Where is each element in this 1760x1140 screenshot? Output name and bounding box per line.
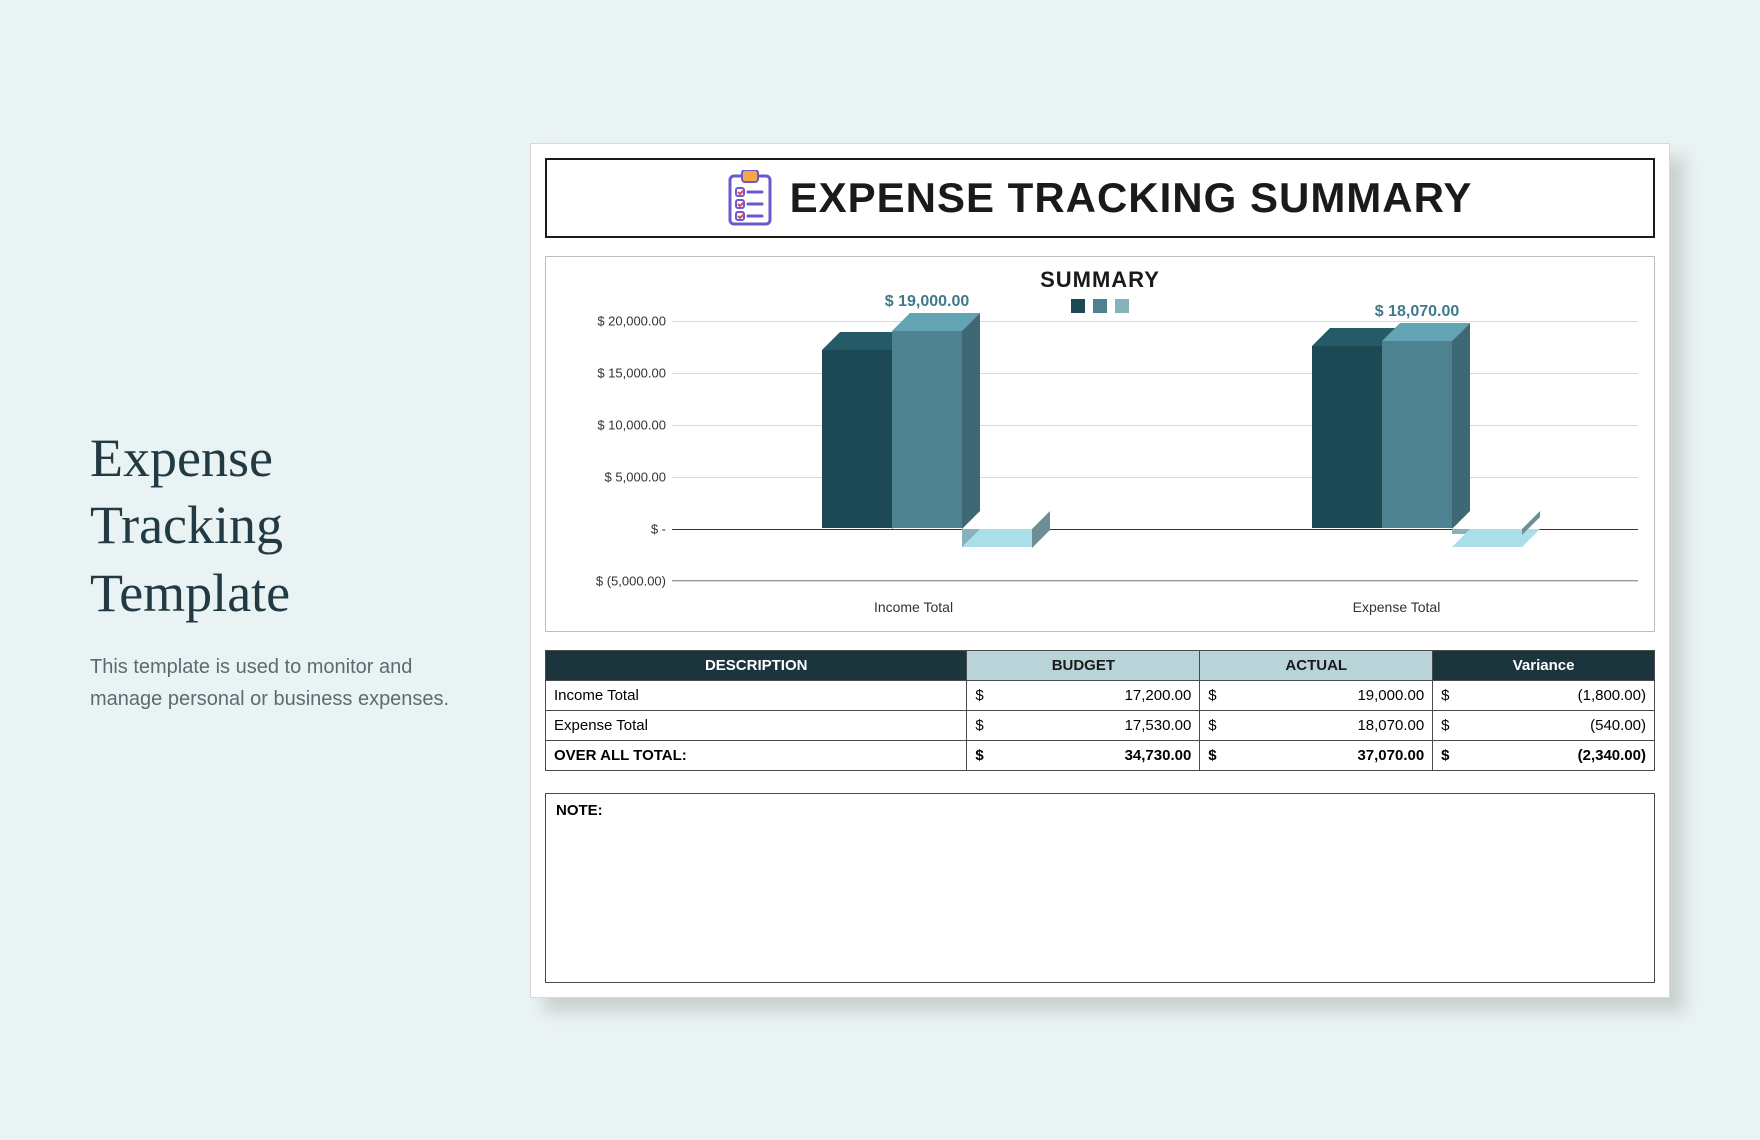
chart-bar [1312,346,1382,528]
page-description: This template is used to monitor and man… [90,651,490,715]
spreadsheet-preview: EXPENSE TRACKING SUMMARY SUMMARY $ (5,00… [530,143,1670,998]
y-tick-label: $ 15,000.00 [597,365,666,380]
cell-budget: $17,530.00 [967,710,1200,740]
table-row: Income Total$17,200.00$19,000.00$(1,800.… [546,680,1655,710]
gridline [672,477,1638,478]
y-tick-label: $ 10,000.00 [597,417,666,432]
title-line: Template [90,563,290,623]
sheet-header-title: EXPENSE TRACKING SUMMARY [790,174,1473,222]
chart-bar-side [1452,323,1470,529]
chart-bar [892,331,962,529]
cell-budget: $34,730.00 [967,740,1200,770]
legend-swatch [1071,299,1085,313]
chart-bar-side [962,313,980,529]
summary-chart: SUMMARY $ (5,000.00) $ - $ 5,000.00 $ 10,00… [545,256,1655,632]
cell-description: OVER ALL TOTAL: [546,740,967,770]
y-tick-label: $ 20,000.00 [597,313,666,328]
cell-actual: $19,000.00 [1200,680,1433,710]
chart-value-label: $ 18,070.00 [1375,303,1460,321]
cell-variance: $(2,340.00) [1433,740,1655,770]
legend-swatch [1093,299,1107,313]
cell-variance: $(540.00) [1433,710,1655,740]
y-tick-label: $ (5,000.00) [596,573,666,588]
col-variance: Variance [1433,650,1655,680]
chart-y-axis: $ (5,000.00)$ -$ 5,000.00$ 10,000.00$ 15… [562,321,672,581]
note-section: NOTE: [545,793,1655,983]
chart-value-label: $ 19,000.00 [885,293,970,311]
cell-variance: $(1,800.00) [1433,680,1655,710]
chart-plot-area: $ (5,000.00)$ -$ 5,000.00$ 10,000.00$ 15… [562,321,1638,581]
y-tick-label: $ - [651,521,666,536]
chart-plot: $ 19,000.00$ 18,070.00 [672,321,1638,581]
left-panel: Expense Tracking Template This template … [0,425,520,716]
col-budget: BUDGET [967,650,1200,680]
chart-title: SUMMARY [562,267,1638,293]
x-tick-label: Income Total [672,599,1155,615]
clipboard-icon [728,170,772,226]
summary-table: DESCRIPTION BUDGET ACTUAL Variance Incom… [545,650,1655,771]
gridline [672,425,1638,426]
cell-actual: $18,070.00 [1200,710,1433,740]
table-total-row: OVER ALL TOTAL:$34,730.00$37,070.00$(2,3… [546,740,1655,770]
cell-actual: $37,070.00 [1200,740,1433,770]
col-actual: ACTUAL [1200,650,1433,680]
col-description: DESCRIPTION [546,650,967,680]
gridline [672,373,1638,374]
gridline [672,581,1638,582]
table-row: Expense Total$17,530.00$18,070.00$(540.0… [546,710,1655,740]
cell-description: Expense Total [546,710,967,740]
title-line: Expense [90,428,273,488]
chart-x-axis: Income TotalExpense Total [672,599,1638,615]
chart-legend [562,299,1638,313]
legend-swatch [1115,299,1129,313]
x-tick-label: Expense Total [1155,599,1638,615]
chart-bar [1382,341,1452,529]
spreadsheet-sheet: EXPENSE TRACKING SUMMARY SUMMARY $ (5,00… [530,143,1670,998]
table-header-row: DESCRIPTION BUDGET ACTUAL Variance [546,650,1655,680]
cell-description: Income Total [546,680,967,710]
chart-bar [822,350,892,529]
y-tick-label: $ 5,000.00 [605,469,666,484]
title-line: Tracking [90,495,283,555]
note-label: NOTE: [556,802,1644,819]
sheet-header: EXPENSE TRACKING SUMMARY [545,158,1655,238]
page-title: Expense Tracking Template [90,425,490,628]
cell-budget: $17,200.00 [967,680,1200,710]
gridline [672,321,1638,322]
chart-bar-side [1032,511,1050,548]
